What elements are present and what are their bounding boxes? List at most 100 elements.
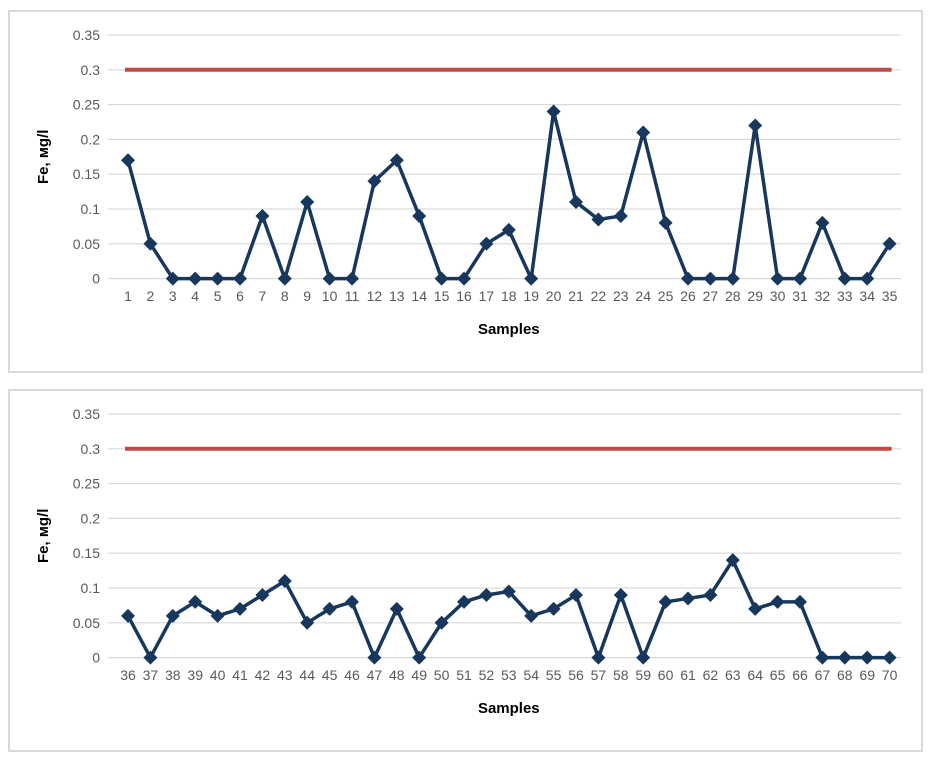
data-point-marker bbox=[546, 104, 561, 119]
data-point-marker bbox=[121, 153, 135, 168]
x-tick-label: 56 bbox=[568, 667, 584, 683]
data-point-marker bbox=[591, 212, 606, 227]
x-tick-label: 1 bbox=[124, 288, 132, 304]
y-tick-label: 0.15 bbox=[73, 166, 100, 182]
x-tick-label: 52 bbox=[479, 667, 495, 683]
x-tick-label: 60 bbox=[658, 667, 674, 683]
x-tick-label: 39 bbox=[187, 667, 203, 683]
x-tick-label: 45 bbox=[322, 667, 338, 683]
x-tick-label: 16 bbox=[456, 288, 472, 304]
y-tick-label: 0.3 bbox=[81, 441, 101, 457]
y-tick-label: 0.05 bbox=[73, 615, 100, 631]
x-tick-label: 4 bbox=[191, 288, 199, 304]
x-tick-label: 25 bbox=[658, 288, 674, 304]
data-point-marker bbox=[255, 208, 270, 223]
x-axis-title: Samples bbox=[478, 321, 540, 338]
data-point-marker bbox=[793, 594, 807, 609]
data-point-marker bbox=[277, 574, 292, 589]
data-point-marker bbox=[345, 271, 359, 286]
y-tick-label: 0.2 bbox=[81, 131, 101, 147]
x-tick-label: 11 bbox=[345, 288, 360, 304]
x-tick-label: 43 bbox=[277, 667, 293, 683]
x-tick-label: 33 bbox=[837, 288, 853, 304]
data-point-marker bbox=[636, 125, 651, 140]
x-tick-label: 58 bbox=[613, 667, 629, 683]
x-tick-label: 70 bbox=[882, 667, 898, 683]
data-point-marker bbox=[725, 553, 740, 568]
y-tick-label: 0 bbox=[92, 271, 100, 287]
data-point-marker bbox=[882, 650, 897, 665]
x-tick-label: 69 bbox=[859, 667, 875, 683]
x-tick-label: 47 bbox=[367, 667, 383, 683]
y-tick-label: 0.35 bbox=[73, 27, 100, 43]
x-tick-label: 13 bbox=[389, 288, 405, 304]
line-chart-samples-36-70: 0 0.05 0.1 0.15 0.2 0.25 0.3 0.35 36 37 38 39 40 41 42… bbox=[35, 406, 901, 717]
data-point-marker bbox=[793, 271, 807, 286]
x-tick-label: 42 bbox=[255, 667, 271, 683]
x-tick-label: 40 bbox=[210, 667, 226, 683]
x-tick-label: 20 bbox=[546, 288, 562, 304]
data-point-marker bbox=[748, 601, 763, 616]
x-tick-label: 27 bbox=[703, 288, 719, 304]
data-point-marker bbox=[165, 271, 180, 286]
x-tick-label: 50 bbox=[434, 667, 450, 683]
data-point-marker bbox=[322, 271, 337, 286]
data-point-marker bbox=[658, 215, 673, 230]
x-tick-label: 34 bbox=[859, 288, 875, 304]
data-point-marker bbox=[412, 650, 427, 665]
data-point-marker bbox=[681, 271, 695, 286]
y-tick-label: 0.25 bbox=[73, 476, 100, 492]
x-tick-label: 36 bbox=[120, 667, 136, 683]
data-point-marker bbox=[501, 584, 516, 599]
y-tick-label: 0.35 bbox=[73, 406, 100, 422]
x-tick-label: 2 bbox=[147, 288, 155, 304]
x-tick-label: 9 bbox=[303, 288, 311, 304]
data-point-marker bbox=[233, 271, 247, 286]
data-point-marker bbox=[860, 271, 875, 286]
line-chart-samples-1-35: 00.050.10.150.20.250.30.351 2 3 4 5 6 7 8 9 10 11 1… bbox=[35, 27, 901, 338]
y-tick-label: 0.25 bbox=[73, 97, 100, 113]
chart-panel-samples-1-35: 0 0.05 0.1 0.15 0.2 0.25 0.3 0.35 1 2 3 4 5 6 7 8 9 10 11 1… bbox=[8, 10, 923, 373]
x-tick-label: 68 bbox=[837, 667, 853, 683]
data-point-marker bbox=[748, 118, 763, 133]
x-tick-label: 30 bbox=[770, 288, 786, 304]
x-tick-label: 38 bbox=[165, 667, 181, 683]
x-tick-label: 22 bbox=[591, 288, 607, 304]
x-tick-label: 67 bbox=[815, 667, 831, 683]
data-point-marker bbox=[546, 601, 561, 616]
x-tick-label: 51 bbox=[456, 667, 472, 683]
y-axis-title: Fe, мg/l bbox=[35, 130, 52, 184]
data-point-marker bbox=[815, 215, 830, 230]
data-point-marker bbox=[501, 222, 516, 237]
data-point-marker bbox=[770, 594, 785, 609]
fe-series-line bbox=[126, 109, 892, 281]
data-point-marker bbox=[569, 587, 583, 602]
y-tick-label: 0.05 bbox=[73, 236, 100, 252]
data-point-marker bbox=[434, 615, 449, 630]
data-point-marker bbox=[233, 601, 247, 616]
data-point-marker bbox=[210, 271, 225, 286]
x-tick-label: 62 bbox=[703, 667, 719, 683]
data-point-marker bbox=[143, 650, 158, 665]
data-point-marker bbox=[569, 195, 583, 210]
x-tick-label: 35 bbox=[882, 288, 898, 304]
data-point-marker bbox=[658, 594, 673, 609]
data-point-marker bbox=[322, 601, 337, 616]
data-point-marker bbox=[434, 271, 449, 286]
data-point-marker bbox=[725, 271, 740, 286]
x-tick-label: 48 bbox=[389, 667, 405, 683]
x-tick-label: 31 bbox=[792, 288, 808, 304]
data-point-marker bbox=[479, 236, 494, 251]
x-tick-label: 15 bbox=[434, 288, 450, 304]
data-point-marker bbox=[188, 594, 203, 609]
data-point-marker bbox=[882, 236, 897, 251]
data-point-marker bbox=[255, 587, 270, 602]
data-point-marker bbox=[681, 591, 695, 606]
x-tick-label: 7 bbox=[259, 288, 267, 304]
chart-panel-samples-36-70: 0 0.05 0.1 0.15 0.2 0.25 0.3 0.35 36 37 38 39 40 41 42… bbox=[8, 389, 923, 752]
x-tick-label: 44 bbox=[299, 667, 315, 683]
data-point-marker bbox=[389, 153, 404, 168]
x-tick-label: 19 bbox=[523, 288, 539, 304]
x-tick-label: 57 bbox=[591, 667, 607, 683]
x-tick-label: 59 bbox=[635, 667, 651, 683]
